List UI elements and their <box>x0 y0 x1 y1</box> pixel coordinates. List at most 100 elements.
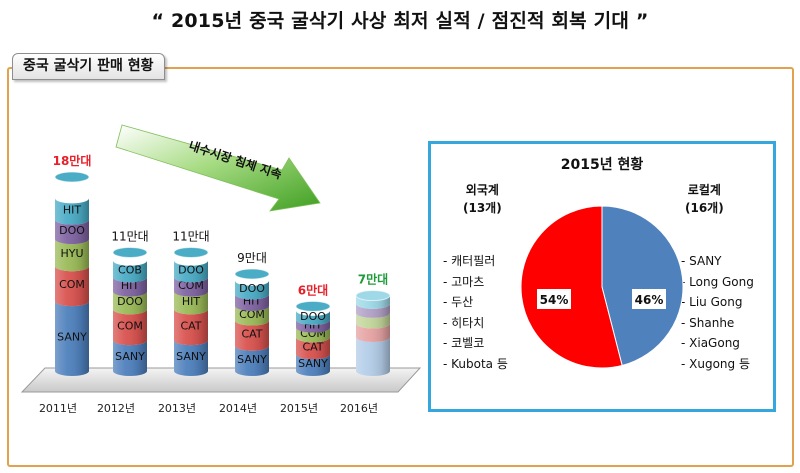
bar-segment-shade <box>113 309 147 346</box>
pie-slice <box>520 205 623 369</box>
category-label: 2015년 <box>280 402 318 415</box>
bar-segment-label: CAT <box>241 328 262 341</box>
bar-segment-shade <box>235 320 269 351</box>
local-brand-list: - SANY - Long Gong - Liu Gong - Shanhe -… <box>681 251 754 375</box>
bar-top-cap <box>112 246 148 258</box>
bar-segment-label: DOO <box>239 282 265 295</box>
bar-segment-shade <box>113 291 147 315</box>
share-2015-box: 2015년 현황 외국계 (13개) 로컬계 (16개) - 캐터필러 - 고마… <box>428 141 776 412</box>
bar-stack: SANY COM HYU DOO HIT <box>54 171 90 376</box>
bar-segment-shade <box>113 260 147 283</box>
bar-segment-label: SANY <box>176 350 206 363</box>
list-item: - Shanhe <box>681 315 735 330</box>
bar-segment-label: COM <box>239 308 265 321</box>
bar-segment-shade <box>113 340 147 376</box>
list-item: - Kubota 등 <box>443 356 508 371</box>
list-item: - Xugong 등 <box>681 356 751 371</box>
bar-segment-label: COB <box>118 264 142 277</box>
bar-segment-shade <box>55 301 89 376</box>
bar-segment-label: HYU <box>60 247 83 260</box>
bar-segment-shade <box>235 294 269 312</box>
page-title: “ 2015년 중국 굴삭기 사상 최저 실적 / 점진적 회복 기대 ” <box>151 10 649 32</box>
local-group-count: (16개) <box>685 201 724 215</box>
bar-segment-shade <box>174 309 208 346</box>
bar-segment-label: HIT <box>121 279 140 292</box>
bar-top-cap <box>234 268 270 280</box>
pie-title: 2015년 현황 <box>560 157 644 173</box>
pie-label-box <box>632 289 666 309</box>
bar-segment-shade <box>55 239 89 272</box>
trend-arrow <box>115 124 321 212</box>
bar-segment-label: COM <box>117 319 143 332</box>
bar-total-label: 11만대 <box>172 229 209 243</box>
bar-segment-label: SANY <box>298 357 328 370</box>
list-item: - 두산 <box>443 295 474 310</box>
bar-segment-shade <box>356 295 390 309</box>
bar-segment-shade <box>55 219 89 245</box>
bar-segment-shade <box>174 260 208 283</box>
list-item: - 캐터필러 <box>443 254 496 268</box>
bar-segment-shade <box>55 266 89 307</box>
local-group-heading: 로컬계 (16개) <box>685 181 724 217</box>
list-item: - 히타치 <box>443 315 485 330</box>
bar-segment-shade <box>356 312 390 329</box>
bar-segment-label: DOO <box>300 310 326 323</box>
bar-top-cap <box>355 290 391 302</box>
category-label: 2013년 <box>158 402 196 415</box>
bar-top-cap <box>173 246 209 258</box>
pie-slice-label: 54% <box>540 293 569 307</box>
bar-segment-shade <box>296 319 330 333</box>
foreign-group-name: 외국계 <box>465 183 499 197</box>
bar-segment-shade <box>356 337 390 376</box>
category-label: 2011년 <box>39 402 77 415</box>
bar-segment-shade <box>356 323 390 343</box>
share-pie-chart: 46% 54% <box>520 205 684 369</box>
bar-stack: SANY CAT HIT COM DOO <box>173 246 209 376</box>
list-item: - XiaGong <box>681 336 740 351</box>
local-group-name: 로컬계 <box>687 183 721 197</box>
bar-segment-label: SANY <box>115 350 145 363</box>
list-item: - 코벨코 <box>443 336 485 351</box>
bar-top-cap <box>295 300 331 312</box>
bar-total-label: 11만대 <box>111 229 148 243</box>
bar-segment-label: COM <box>59 278 85 291</box>
bar-segment-shade <box>235 306 269 326</box>
bar-segment-shade <box>174 291 208 315</box>
bar-total-label: 7만대 <box>358 272 388 287</box>
bar-segment-label: DOO <box>178 264 204 277</box>
bar-segment-label: HIT <box>63 204 82 217</box>
list-item: - SANY <box>681 254 722 268</box>
list-item: - 고마츠 <box>443 274 485 289</box>
pie-slice-label: 46% <box>635 293 664 307</box>
bar-top-cap <box>54 171 90 183</box>
bar-stack <box>355 290 391 376</box>
bar-segment-shade <box>235 345 269 376</box>
bar-segment-shade <box>235 280 269 300</box>
bar-segment-shade <box>356 303 390 318</box>
bar-segment-shade <box>296 310 330 325</box>
bar-segment-label: DOO <box>117 295 143 308</box>
bar-segment-shade <box>296 354 330 376</box>
category-label: 2016년 <box>340 402 378 415</box>
bar-segment-label: DOO <box>59 224 85 237</box>
bar-total-label: 9만대 <box>237 251 267 265</box>
bar-segment-shade <box>174 340 208 376</box>
foreign-group-count: (13개) <box>463 201 502 215</box>
list-item: - Long Gong <box>681 274 754 289</box>
pie-label-box <box>537 289 571 309</box>
bar-segment-label: CAT <box>302 340 323 353</box>
bar-total-label: 18만대 <box>53 153 92 168</box>
bar-segment-shade <box>113 277 147 297</box>
section-label: 중국 굴삭기 판매 현황 <box>12 53 165 80</box>
foreign-group-heading: 외국계 (13개) <box>463 181 502 217</box>
category-label: 2014년 <box>219 402 257 415</box>
foreign-brand-list: - 캐터필러 - 고마츠 - 두산 - 히타치 - 코벨코 - Kubota 등 <box>443 251 508 375</box>
bar-segment-shade <box>296 337 330 360</box>
bar-segment-shade <box>296 327 330 343</box>
bar-segment-label: CAT <box>180 319 201 332</box>
bar-segment-label: SANY <box>57 331 87 344</box>
bar-segment-label: HIT <box>182 295 201 308</box>
